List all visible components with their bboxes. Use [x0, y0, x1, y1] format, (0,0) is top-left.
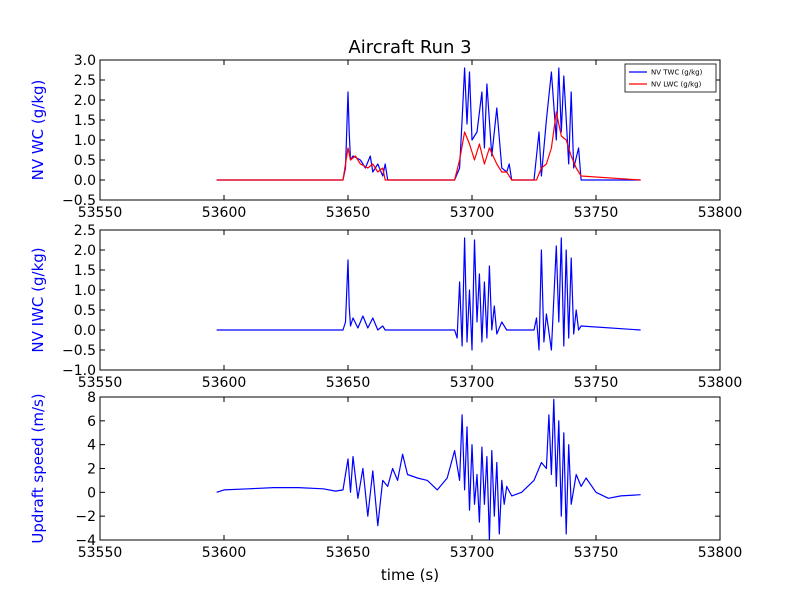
y-tick-label: −2 [75, 509, 96, 525]
x-tick-label: 53800 [698, 545, 743, 561]
series-line-p3 [216, 398, 641, 541]
x-tick-label: 53550 [78, 375, 123, 391]
y-tick-label: 4 [87, 438, 96, 454]
x-tick-label: 53550 [78, 205, 123, 221]
x-tick-label: 53600 [202, 205, 247, 221]
y-tick-label: 2.5 [74, 73, 96, 89]
y-axis-label-1: NV WC (g/kg) [29, 80, 47, 181]
legend-label: NV TWC (g/kg) [651, 69, 703, 77]
x-tick-label: 53650 [326, 545, 371, 561]
y-tick-label: 0.5 [74, 303, 96, 319]
series-line-lwc [216, 111, 641, 181]
plot-frame-3 [99, 396, 721, 541]
x-tick-label: 53800 [698, 205, 743, 221]
legend-label: NV LWC (g/kg) [651, 81, 702, 89]
y-tick-label: −0.5 [62, 343, 96, 359]
x-tick-label: 53750 [574, 205, 619, 221]
y-tick-label: −1.0 [62, 363, 96, 379]
x-tick-label: 53600 [202, 375, 247, 391]
x-tick-label: 53700 [450, 545, 495, 561]
series-line-p2 [216, 237, 641, 351]
plot-frame-2 [99, 229, 721, 371]
x-tick-label: 53550 [78, 545, 123, 561]
y-tick-label: 2.0 [74, 243, 96, 259]
y-tick-label: −0.5 [62, 193, 96, 209]
plot-frame-1 [99, 59, 721, 201]
y-tick-label: 0.0 [74, 323, 96, 339]
y-tick-label: 1.5 [74, 263, 96, 279]
x-axis-label: time (s) [381, 566, 439, 584]
y-tick-label: 2.0 [74, 93, 96, 109]
y-tick-label: 0.5 [74, 153, 96, 169]
y-axis-label-2: NV IWC (g/kg) [29, 247, 47, 352]
chart-title: Aircraft Run 3 [348, 37, 471, 58]
x-tick-label: 53650 [326, 205, 371, 221]
x-tick-label: 53700 [450, 205, 495, 221]
y-tick-label: 1.5 [74, 113, 96, 129]
y-tick-label: 0.0 [74, 173, 96, 189]
legend-box [624, 63, 717, 93]
y-tick-label: 1.0 [74, 133, 96, 149]
x-tick-label: 53750 [574, 545, 619, 561]
x-tick-label: 53750 [574, 375, 619, 391]
y-tick-label: 0 [87, 485, 96, 501]
x-tick-label: 53600 [202, 545, 247, 561]
y-axis-label-3: Updraft speed (m/s) [29, 393, 47, 543]
y-tick-label: 8 [87, 390, 96, 406]
y-tick-label: −4 [75, 533, 96, 549]
x-tick-label: 53800 [698, 375, 743, 391]
y-tick-label: 6 [87, 414, 96, 430]
y-tick-label: 3.0 [74, 53, 96, 69]
x-tick-label: 53700 [450, 375, 495, 391]
y-tick-label: 2 [87, 462, 96, 478]
y-tick-label: 2.5 [74, 223, 96, 239]
series-line-twc [216, 67, 641, 181]
y-tick-label: 1.0 [74, 283, 96, 299]
x-tick-label: 53650 [326, 375, 371, 391]
